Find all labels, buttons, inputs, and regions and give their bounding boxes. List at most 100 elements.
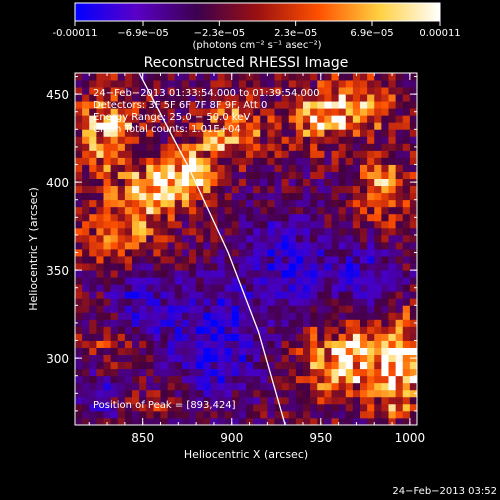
heatmap-cell [381,87,389,95]
heatmap-cell [132,312,140,320]
heatmap-cell [82,199,90,208]
heatmap-cell [238,326,247,334]
heatmap-cell [317,213,325,222]
heatmap-cell [331,396,340,405]
heatmap-cell [181,389,190,398]
heatmap-cell [303,326,311,334]
heatmap-cell [110,94,119,102]
heatmap-cell [110,403,119,412]
heatmap-cell [110,157,119,165]
heatmap-cell [388,199,397,208]
heatmap-cell [203,256,211,264]
heatmap-cell [203,354,211,363]
heatmap-cell [246,403,254,412]
heatmap-cell [374,129,382,137]
heatmap-cell [224,354,233,363]
heatmap-cell [367,375,375,384]
heatmap-cell [203,305,211,313]
heatmap-cell [310,192,318,201]
heatmap-cell [352,143,361,151]
heatmap-cell [338,206,347,215]
heatmap-cell [210,108,218,116]
heatmap-cell [224,298,233,306]
heatmap-cell [253,227,261,236]
heatmap-cell [395,389,404,398]
heatmap-cell [96,164,104,172]
heatmap-cell [132,101,140,109]
heatmap-cell [295,199,304,208]
heatmap-cell [360,136,368,144]
colorbar-tick-label: −2.3e−05 [194,28,246,39]
heatmap-cell [210,361,218,370]
heatmap-cell [345,417,354,425]
heatmap-cell [295,80,304,88]
heatmap-cell [331,129,340,137]
heatmap-cell [174,227,183,236]
heatmap-cell [395,185,404,194]
heatmap-cell [267,389,275,398]
heatmap-cell [174,73,183,81]
heatmap-cell [217,305,226,313]
heatmap-cell [288,396,297,405]
heatmap-cell [82,108,90,116]
heatmap-cell [146,256,154,264]
heatmap-cell [395,206,404,215]
heatmap-cell [117,143,126,151]
x-tick-label: 1000 [395,431,426,445]
heatmap-cell [210,298,218,306]
heatmap-cell [210,122,218,130]
heatmap-cell [388,417,397,425]
heatmap-cell [196,375,204,384]
heatmap-cell [217,284,226,292]
heatmap-cell [281,192,290,201]
heatmap-cell [402,319,411,327]
heatmap-cell [132,192,140,201]
heatmap-cell [267,361,275,370]
heatmap-cell [260,333,268,341]
heatmap-cell [281,122,290,130]
heatmap-cell [331,263,340,271]
heatmap-cell [360,192,368,201]
heatmap-cell [288,234,297,243]
heatmap-cell [139,164,147,172]
heatmap-cell [360,277,368,285]
heatmap-cell [189,410,197,419]
heatmap-cell [281,291,290,299]
heatmap-cell [260,312,268,320]
heatmap-cell [295,206,304,215]
heatmap-cell [317,298,325,306]
heatmap-cell [324,199,332,208]
heatmap-cell [124,277,133,285]
heatmap-cell [367,157,375,165]
heatmap-cell [238,361,247,370]
heatmap-cell [117,178,126,187]
heatmap-cell [345,361,354,370]
heatmap-cell [303,129,311,137]
heatmap-cell [381,143,389,151]
heatmap-cell [124,220,133,229]
heatmap-cell [253,333,261,341]
heatmap-cell [96,94,104,102]
heatmap-cell [132,256,140,264]
heatmap-cell [174,396,183,405]
heatmap-cell [160,192,169,201]
heatmap-cell [117,213,126,222]
heatmap-cell [238,122,247,130]
heatmap-cell [409,220,417,229]
heatmap-cell [132,326,140,334]
heatmap-cell [324,375,332,384]
heatmap-cell [317,354,325,363]
heatmap-cell [367,213,375,222]
heatmap-cell [331,249,340,257]
heatmap-cell [224,270,233,278]
heatmap-cell [153,298,161,306]
heatmap-cell [132,213,140,222]
heatmap-cell [110,368,119,377]
heatmap-cell [274,256,283,264]
heatmap-cell [409,382,417,391]
heatmap-cell [117,417,126,425]
heatmap-cell [260,143,268,151]
heatmap-cell [246,213,254,222]
heatmap-cell [203,241,211,250]
